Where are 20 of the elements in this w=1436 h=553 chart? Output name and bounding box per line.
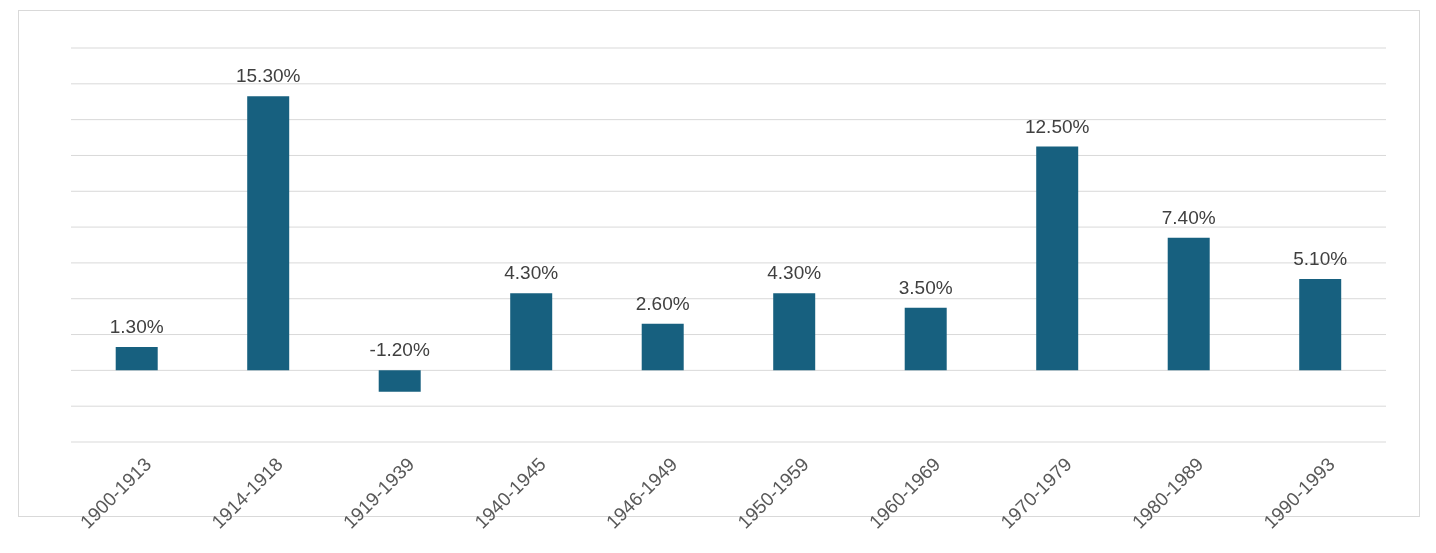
data-label: 7.40% (1161, 206, 1216, 228)
bar (247, 96, 290, 371)
data-label: 4.30% (767, 262, 822, 284)
data-label: 4.30% (504, 262, 559, 284)
bar (904, 307, 947, 371)
bar (1299, 279, 1342, 371)
bar (773, 293, 816, 371)
bar (115, 347, 158, 371)
data-label: 12.50% (1024, 115, 1090, 137)
bar (641, 323, 684, 371)
data-label: 1.30% (109, 316, 164, 338)
bar (378, 370, 421, 392)
bar (1167, 237, 1210, 371)
bar (1036, 146, 1079, 371)
data-label: 15.30% (235, 65, 301, 87)
data-label: 2.60% (635, 292, 690, 314)
data-label: 3.50% (898, 276, 953, 298)
bar (510, 293, 553, 371)
data-label: -1.20% (369, 339, 430, 361)
data-label: 5.10% (1293, 248, 1348, 270)
